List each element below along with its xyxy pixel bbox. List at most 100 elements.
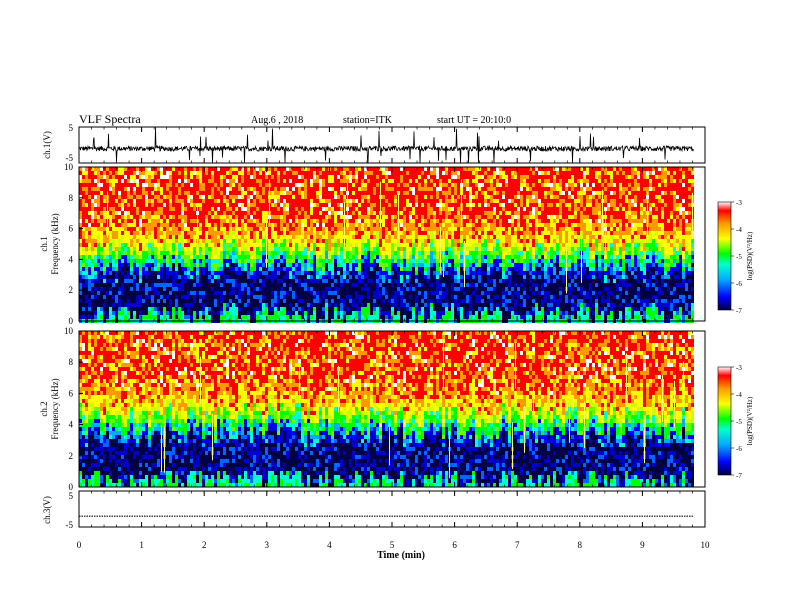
ch1-spec-cell	[85, 247, 88, 251]
ch1-spec-cell	[190, 303, 193, 307]
ch1-spec-cell	[409, 311, 412, 315]
ch1-spec-cell	[301, 251, 304, 255]
ch1-spec-cell	[229, 291, 232, 295]
ch1-spec-cell	[304, 223, 307, 227]
ch1-spec-cell	[241, 243, 244, 247]
ch1-spec-cell	[355, 287, 358, 291]
ch1-spec-cell	[304, 271, 307, 275]
ch1-spec-cell	[376, 175, 379, 179]
ch1-spec-cell	[391, 303, 394, 307]
ch1-spec-cell	[418, 239, 421, 243]
ch1-spec-cell	[313, 303, 316, 307]
ch1-spec-cell	[166, 191, 169, 195]
ch1-spec-cell	[316, 247, 319, 251]
ch1-spec-cell	[373, 215, 376, 219]
ch1-spec-cell	[193, 299, 196, 303]
ch1-spec-cell	[355, 183, 358, 187]
ch1-spec-cell	[325, 287, 328, 291]
ch1-spec-cell	[163, 275, 166, 279]
ch1-spec-cell	[139, 187, 142, 191]
ch1-spec-cell	[361, 275, 364, 279]
ch1-spec-cell	[457, 203, 460, 207]
ch1-spec-cell	[427, 235, 430, 239]
ch1-spec-cell	[337, 235, 340, 239]
ch1-spec-cell	[424, 207, 427, 211]
ch1-spec-cell	[220, 291, 223, 295]
ch1-spec-cell	[178, 315, 181, 319]
ch1-spec-cell	[376, 291, 379, 295]
ch1-spec-cell	[112, 219, 115, 223]
ch1-spec-cell	[436, 307, 439, 311]
ch1-spec-cell	[199, 167, 202, 171]
ch1-spec-cell	[367, 275, 370, 279]
ch1-spec-cell	[421, 283, 424, 287]
ch1-spec-cell	[385, 179, 388, 183]
ch1-spec-cell	[406, 311, 409, 315]
ch1-spec-cell	[376, 235, 379, 239]
ch1-spec-cell	[241, 215, 244, 219]
ch1-spec-cell	[310, 223, 313, 227]
ch1-spec-cell	[229, 175, 232, 179]
ch1-spec-cell	[322, 255, 325, 259]
ch1-spec-cell	[352, 235, 355, 239]
ch1-spec-cell	[457, 275, 460, 279]
ch1-spec-cell	[271, 311, 274, 315]
ch1-spec-cell	[448, 251, 451, 255]
ch1-spec-cell	[358, 171, 361, 175]
ch1-spec-cell	[307, 195, 310, 199]
ch1-spec-cell	[217, 199, 220, 203]
ch1-spec-cell	[193, 207, 196, 211]
ch1-spec-cell	[445, 303, 448, 307]
ch1-spec-cell	[436, 239, 439, 243]
ch1-spec-cell	[235, 231, 238, 235]
ch1-spec-cell	[154, 307, 157, 311]
ch1-spec-cell	[250, 207, 253, 211]
ch1-spec-cell	[184, 195, 187, 199]
ch1-spec-cell	[187, 263, 190, 267]
ch1-spec-cell	[103, 175, 106, 179]
ch1-spec-cell	[103, 291, 106, 295]
ch1-spec-cell	[184, 259, 187, 263]
ch1-spec-cell	[328, 219, 331, 223]
ch1-spec-cell	[109, 307, 112, 311]
ch1-spec-cell	[289, 291, 292, 295]
ch1-spec-cell	[208, 239, 211, 243]
ch1-spec-cell	[184, 235, 187, 239]
ch1-spec-cell	[379, 283, 382, 287]
ch1-spec-cell	[82, 259, 85, 263]
ch1-spec-cell	[433, 219, 436, 223]
ch1-spec-cell	[190, 207, 193, 211]
ch1-spec-cell	[112, 187, 115, 191]
ch1-spec-cell	[205, 207, 208, 211]
ch1-spec-cell	[274, 311, 277, 315]
ch1-spec-cell	[427, 299, 430, 303]
ch1-spec-cell	[352, 307, 355, 311]
ch1-spec-cell	[94, 283, 97, 287]
ch1-spec-cell	[448, 239, 451, 243]
ch1-spec-cell	[289, 179, 292, 183]
ch1-spec-cell	[94, 247, 97, 251]
ch1-spec-cell	[412, 227, 415, 231]
ch1-spec-cell	[340, 207, 343, 211]
ch1-spec-cell	[127, 231, 130, 235]
ch1-spec-cell	[97, 311, 100, 315]
ch1-spec-cell	[394, 303, 397, 307]
ch1-spec-cell	[148, 251, 151, 255]
ch1-spec-cell	[79, 171, 82, 175]
ch1-spec-cell	[274, 183, 277, 187]
ch1-spec-cell	[100, 223, 103, 227]
ch1-spec-cell	[451, 251, 454, 255]
ch1-spec-cell	[121, 279, 124, 283]
ch1-spec-cell	[262, 307, 265, 311]
ch1-spec-cell	[292, 171, 295, 175]
ch1-spec-cell	[415, 175, 418, 179]
ch1-spec-cell	[346, 283, 349, 287]
ch1-spec-cell	[451, 171, 454, 175]
ch1-spec-cell	[373, 311, 376, 315]
ch1-spec-cell	[304, 239, 307, 243]
ch1-spec-cell	[157, 199, 160, 203]
ch1-spec-cell	[262, 179, 265, 183]
ch1-spec-cell	[211, 303, 214, 307]
ch1-spec-cell	[328, 175, 331, 179]
ch1-spec-cell	[337, 299, 340, 303]
